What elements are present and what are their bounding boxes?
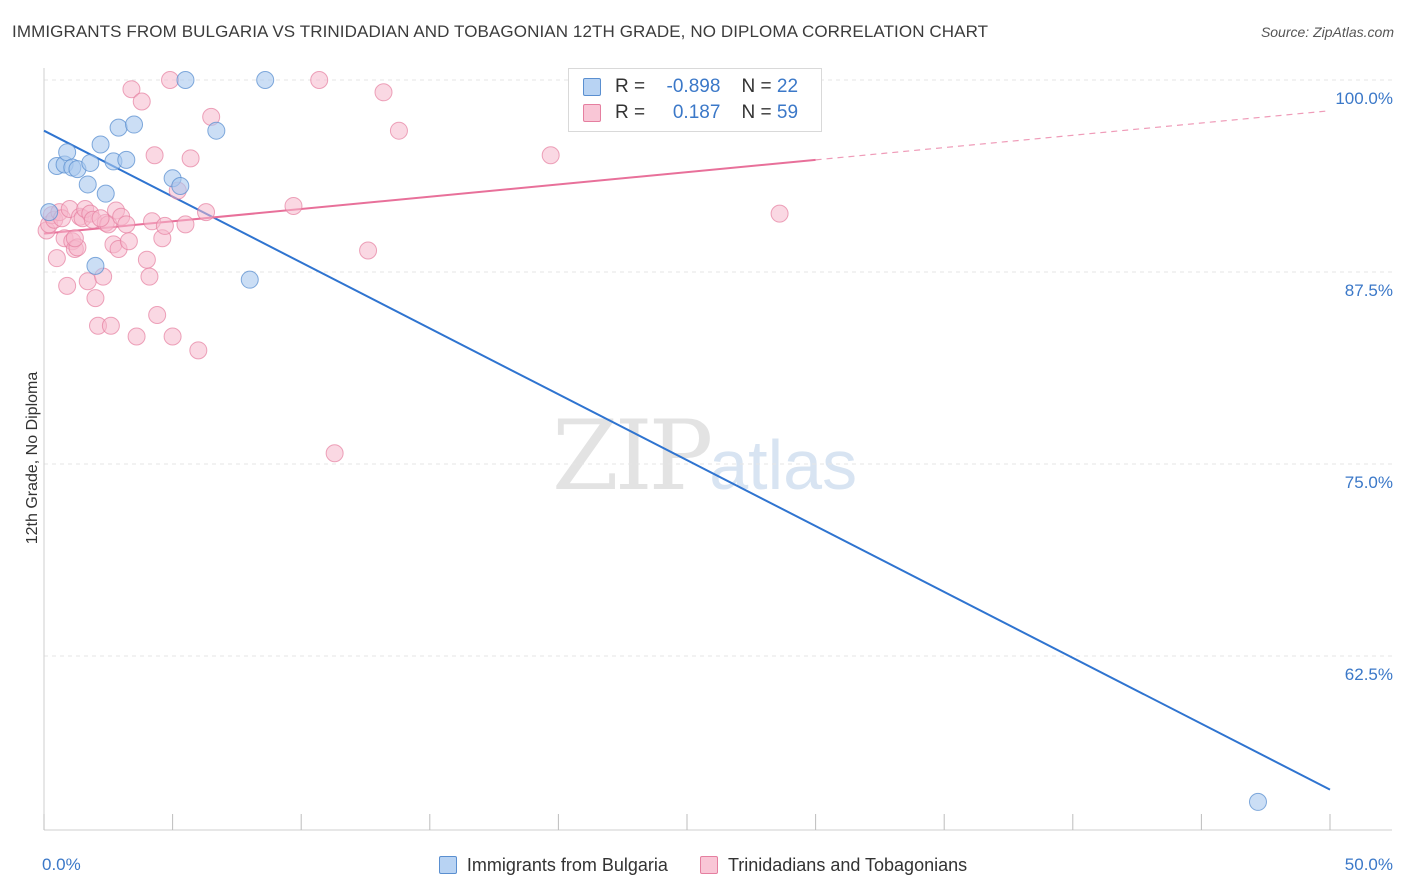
point-bulgaria <box>240 270 259 289</box>
point-bulgaria <box>91 135 110 154</box>
point-bulgaria <box>96 184 115 203</box>
point-trinidadians <box>359 241 378 260</box>
point-bulgaria <box>81 153 100 172</box>
point-bulgaria <box>171 176 190 195</box>
point-bulgaria <box>78 175 97 194</box>
point-trinidadians <box>86 289 105 308</box>
legend-row-trinidadians: R = 0.187 N = 59 <box>583 102 798 124</box>
point-bulgaria <box>86 256 105 275</box>
trendline-bulgaria <box>43 129 1331 791</box>
point-trinidadians <box>137 250 156 269</box>
legend-swatch-blue <box>438 856 457 874</box>
point-trinidadians <box>78 272 97 291</box>
legend-item-bulgaria: Immigrants from Bulgaria <box>438 854 668 876</box>
source-label: Source: ZipAtlas.com <box>1260 24 1394 40</box>
point-bulgaria <box>256 71 275 89</box>
point-bulgaria <box>207 121 226 140</box>
legend-n-label: N = <box>741 76 772 97</box>
point-trinidadians <box>374 83 393 102</box>
point-trinidadians <box>310 71 329 89</box>
legend-r-value: 0.187 <box>672 102 721 123</box>
trendline-trinidadians-extension <box>815 110 1331 161</box>
legend-item-trinidadians: Trinidadians and Tobagonians <box>699 854 968 876</box>
legend-label-bulgaria: Immigrants from Bulgaria <box>466 854 668 875</box>
y-tick-label: 75.0% <box>1345 473 1393 492</box>
point-trinidadians <box>91 209 110 228</box>
y-tick-label: 62.5% <box>1345 665 1393 684</box>
point-bulgaria <box>109 118 128 137</box>
point-trinidadians <box>117 215 136 234</box>
point-bulgaria <box>58 143 77 162</box>
legend-row-bulgaria: R = -0.898 N = 22 <box>583 76 798 98</box>
y-tick-labels: 100.0% 87.5% 75.0% 62.5% <box>1335 89 1393 684</box>
legend-n-label: N = <box>741 102 772 123</box>
gridlines <box>44 79 1392 657</box>
point-bulgaria <box>40 203 59 222</box>
point-trinidadians <box>58 276 77 295</box>
point-bulgaria <box>1248 792 1267 811</box>
point-bulgaria <box>125 115 144 134</box>
legend-n-value: 59 <box>776 102 799 123</box>
chart-title: IMMIGRANTS FROM BULGARIA VS TRINIDADIAN … <box>12 22 989 41</box>
series-bulgaria-points <box>40 71 1267 811</box>
point-bulgaria <box>176 71 195 89</box>
point-trinidadians <box>161 71 180 89</box>
point-trinidadians <box>541 146 560 165</box>
point-trinidadians <box>389 121 408 140</box>
y-axis-label: 12th Grade, No Diploma <box>24 372 41 545</box>
point-trinidadians <box>163 327 182 346</box>
legend-swatch-blue <box>583 78 601 96</box>
point-bulgaria <box>117 150 136 169</box>
point-trinidadians <box>284 196 303 215</box>
x-tick-label: 50.0% <box>1345 855 1393 874</box>
point-trinidadians <box>119 232 138 251</box>
y-tick-label: 87.5% <box>1345 281 1393 300</box>
point-trinidadians <box>189 341 208 360</box>
legend-r-value: -0.898 <box>666 76 721 97</box>
point-trinidadians <box>176 215 195 234</box>
point-trinidadians <box>770 204 789 223</box>
legend-n-value: 22 <box>776 76 799 97</box>
point-trinidadians <box>148 306 167 325</box>
series-legend: Immigrants from Bulgaria Trinidadians an… <box>0 853 1406 877</box>
point-trinidadians <box>122 80 141 99</box>
axes <box>43 68 1392 831</box>
point-trinidadians <box>325 444 344 463</box>
trendlines <box>43 110 1331 791</box>
point-trinidadians <box>65 229 84 248</box>
legend-r-label: R = <box>615 76 646 97</box>
x-tick-label: 0.0% <box>42 855 81 874</box>
legend-label-trinidadians: Trinidadians and Tobagonians <box>727 854 968 875</box>
point-trinidadians <box>101 316 120 335</box>
point-trinidadians <box>155 216 174 235</box>
point-trinidadians <box>47 249 66 268</box>
correlation-legend: R = -0.898 N = 22 R = 0.187 N = 59 <box>568 68 822 132</box>
point-trinidadians <box>181 149 200 168</box>
y-tick-label: 100.0% <box>1335 89 1393 108</box>
point-trinidadians <box>145 146 164 165</box>
point-trinidadians <box>132 92 151 111</box>
legend-swatch-pink <box>699 856 718 874</box>
point-trinidadians <box>140 267 159 286</box>
legend-r-label: R = <box>615 102 646 123</box>
legend-swatch-pink <box>583 104 601 122</box>
point-trinidadians <box>197 203 216 222</box>
point-trinidadians <box>127 327 146 346</box>
x-tick-labels: 0.0% 50.0% <box>42 855 1393 874</box>
